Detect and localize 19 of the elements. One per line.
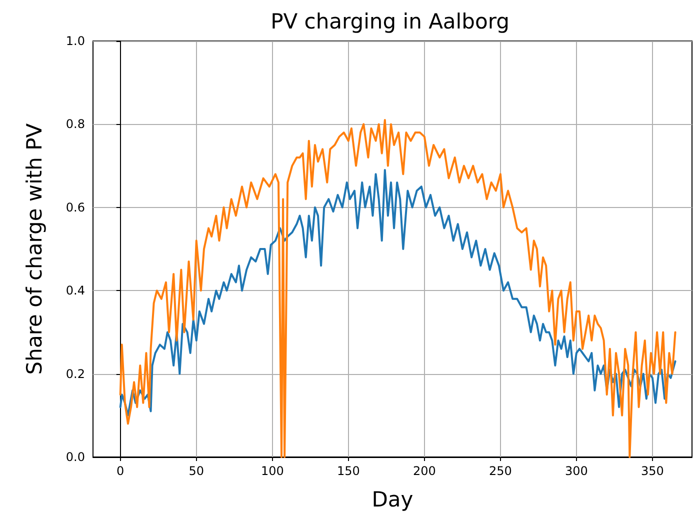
line-series <box>119 168 676 416</box>
x-tick-label: 350 <box>641 464 664 478</box>
x-axis-title: Day <box>372 488 414 512</box>
y-axis-title: Share of charge with PV <box>22 122 46 375</box>
x-tick-label: 250 <box>488 464 512 478</box>
y-tick-label: 0.2 <box>66 366 85 381</box>
y-tick-label: 1.0 <box>66 34 85 48</box>
y-tick-label: 0.6 <box>66 200 85 214</box>
x-tick-label: 200 <box>412 464 436 478</box>
x-tick-label: 300 <box>565 464 588 478</box>
y-tick-label: 0.0 <box>66 450 85 464</box>
x-tick-label: 0 <box>116 464 124 478</box>
x-tick-label: 100 <box>260 464 284 478</box>
y-tick-label: 0.8 <box>66 117 85 132</box>
line-series <box>119 119 676 458</box>
x-tick-label: 150 <box>336 464 360 478</box>
y-tick-label: 0.4 <box>66 284 85 298</box>
x-tick-label: 50 <box>188 464 204 478</box>
chart-title: PV charging in Aalborg <box>270 10 510 34</box>
